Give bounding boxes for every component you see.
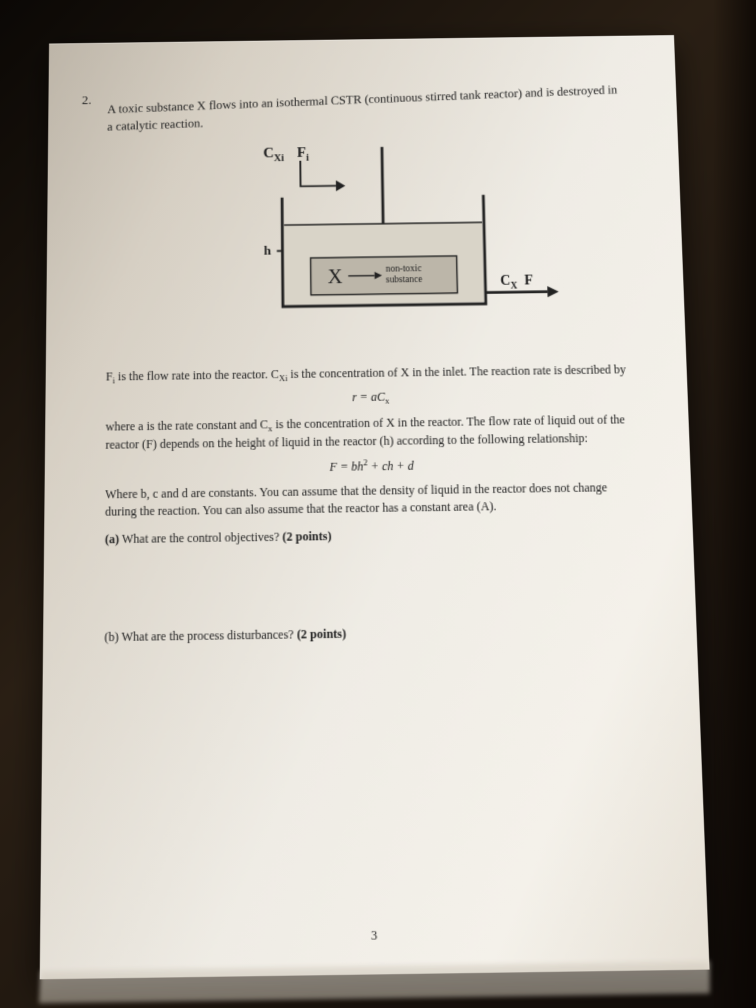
species-X: X	[328, 267, 343, 289]
out-C-sub: X	[510, 282, 517, 292]
equation-2: F = bh2 + ch + d	[105, 453, 638, 478]
out-C: C	[500, 274, 511, 289]
h-label: h	[264, 243, 272, 258]
part-a: (a) What are the control objectives? (2 …	[105, 524, 641, 547]
paragraph-3: Where b, c and d are constants. You can …	[105, 479, 640, 522]
cstr-diagram: CXi Fi h X non-toxic substance	[106, 135, 634, 348]
paragraph-2: where a is the rate constant and Cx is t…	[105, 411, 637, 455]
out-F: F	[524, 274, 533, 289]
outlet-pipe	[486, 292, 548, 293]
svg-text:CX F: CX F	[500, 274, 533, 293]
inlet-arrowhead	[336, 180, 345, 191]
inlet-F-sub: i	[306, 153, 309, 164]
photo-scene: 2. A toxic substance X flows into an iso…	[0, 0, 756, 1008]
page-number: 3	[40, 923, 708, 949]
inlet-pipe	[300, 161, 336, 187]
part-b: (b) What are the process disturbances? (…	[104, 622, 643, 645]
nontoxic-top: non-toxic	[386, 264, 422, 274]
question-number: 2.	[82, 92, 92, 107]
inlet-F: F	[297, 146, 306, 162]
paper-sheet: 2. A toxic substance X flows into an iso…	[40, 35, 710, 979]
outlet-arrowhead	[547, 286, 559, 297]
nontoxic-bot: substance	[386, 276, 423, 286]
inlet-C-sub: Xi	[274, 153, 284, 164]
equation-1: r = aCx	[106, 386, 636, 410]
svg-text:CXi Fi: CXi Fi	[263, 146, 309, 166]
shadow-edge	[714, 0, 756, 1008]
question-prompt: A toxic substance X flows into an isothe…	[107, 81, 626, 136]
inlet-C: C	[263, 146, 274, 162]
paragraph-1: Fi is the flow rate into the reactor. CX…	[106, 361, 635, 387]
